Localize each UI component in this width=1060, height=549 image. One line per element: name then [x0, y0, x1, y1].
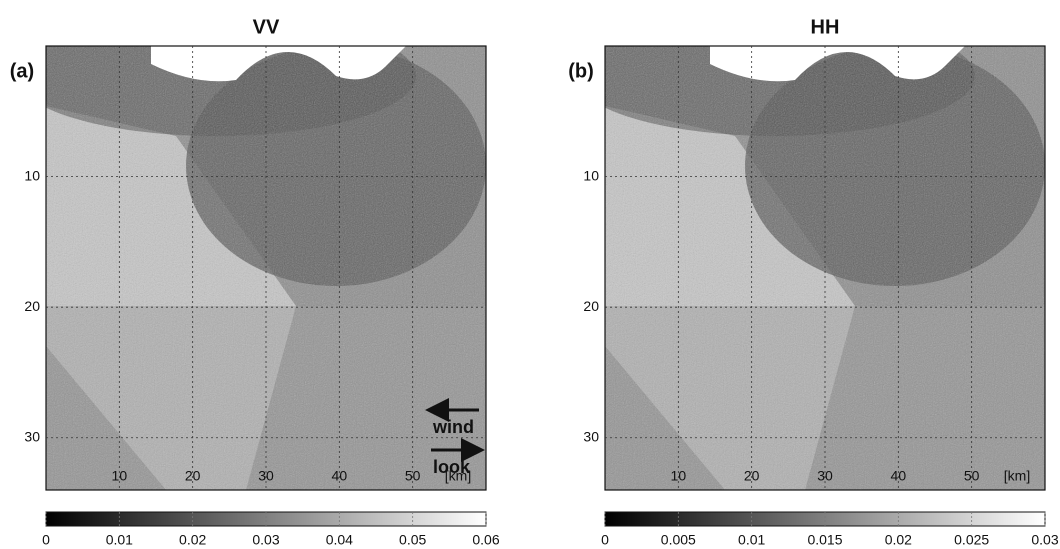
x-unit-label: [km]	[1004, 468, 1030, 484]
panel-label: (b)	[568, 60, 594, 82]
x-unit-label: [km]	[445, 468, 471, 484]
x-tick-label: 20	[744, 468, 760, 484]
annotation: look	[433, 457, 471, 477]
land-coast	[151, 46, 406, 82]
colorbar-tick-label: 0.015	[807, 532, 842, 548]
colorbar-tick-label: 0.04	[326, 532, 353, 548]
x-tick-label: 10	[112, 468, 128, 484]
y-tick-label: 10	[24, 167, 40, 183]
x-tick-label: 50	[405, 468, 421, 484]
land-coast	[710, 46, 965, 82]
colorbar-tick-label: 0.005	[661, 532, 696, 548]
colorbar-tick-label: 0	[42, 532, 50, 548]
y-tick-label: 10	[583, 167, 599, 183]
x-tick-label: 30	[817, 468, 833, 484]
colorbar-tick-label: 0.025	[954, 532, 989, 548]
y-tick-label: 30	[583, 428, 599, 444]
x-tick-label: 50	[964, 468, 980, 484]
sar-image	[605, 46, 1045, 490]
x-tick-label: 40	[332, 468, 348, 484]
panel-title: VV	[253, 16, 280, 38]
colorbar	[604, 511, 1046, 527]
colorbar-tick-label: 0.02	[885, 532, 912, 548]
sar-image	[46, 46, 486, 490]
colorbar-tick-label: 0.02	[179, 532, 206, 548]
x-tick-label: 20	[185, 468, 201, 484]
y-tick-label: 30	[24, 428, 40, 444]
y-tick-label: 20	[24, 298, 40, 314]
colorbar-tick-label: 0.01	[106, 532, 133, 548]
x-tick-label: 30	[258, 468, 274, 484]
x-tick-label: 40	[891, 468, 907, 484]
colorbar-tick-label: 0.03	[1031, 532, 1058, 548]
colorbar-tick-label: 0	[601, 532, 609, 548]
x-tick-label: 10	[671, 468, 687, 484]
colorbar-tick-label: 0.05	[399, 532, 426, 548]
colorbar-tick-label: 0.03	[252, 532, 279, 548]
colorbar	[45, 511, 487, 527]
annotation: wind	[432, 417, 474, 437]
colorbar-tick-label: 0.01	[738, 532, 765, 548]
y-tick-label: 20	[583, 298, 599, 314]
panel-label: (a)	[10, 60, 34, 82]
colorbar-tick-label: 0.06	[472, 532, 499, 548]
panel-title: HH	[811, 16, 840, 38]
